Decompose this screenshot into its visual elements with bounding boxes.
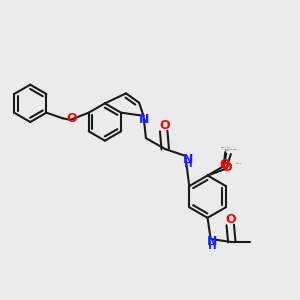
- Text: O: O: [222, 161, 232, 174]
- Text: O: O: [67, 112, 77, 125]
- Text: O: O: [219, 158, 230, 171]
- Text: O: O: [159, 119, 169, 132]
- Text: H: H: [208, 242, 217, 251]
- Text: O: O: [226, 213, 236, 226]
- Text: N: N: [139, 113, 149, 126]
- Text: N: N: [183, 152, 193, 166]
- Text: N: N: [207, 235, 218, 248]
- Text: methyl: methyl: [224, 149, 229, 151]
- Text: methoxy_text: methoxy_text: [220, 147, 230, 148]
- Text: H: H: [184, 159, 192, 169]
- Text: methyl_ch3_label: methyl_ch3_label: [225, 148, 238, 150]
- Text: methoxy: methoxy: [236, 162, 242, 164]
